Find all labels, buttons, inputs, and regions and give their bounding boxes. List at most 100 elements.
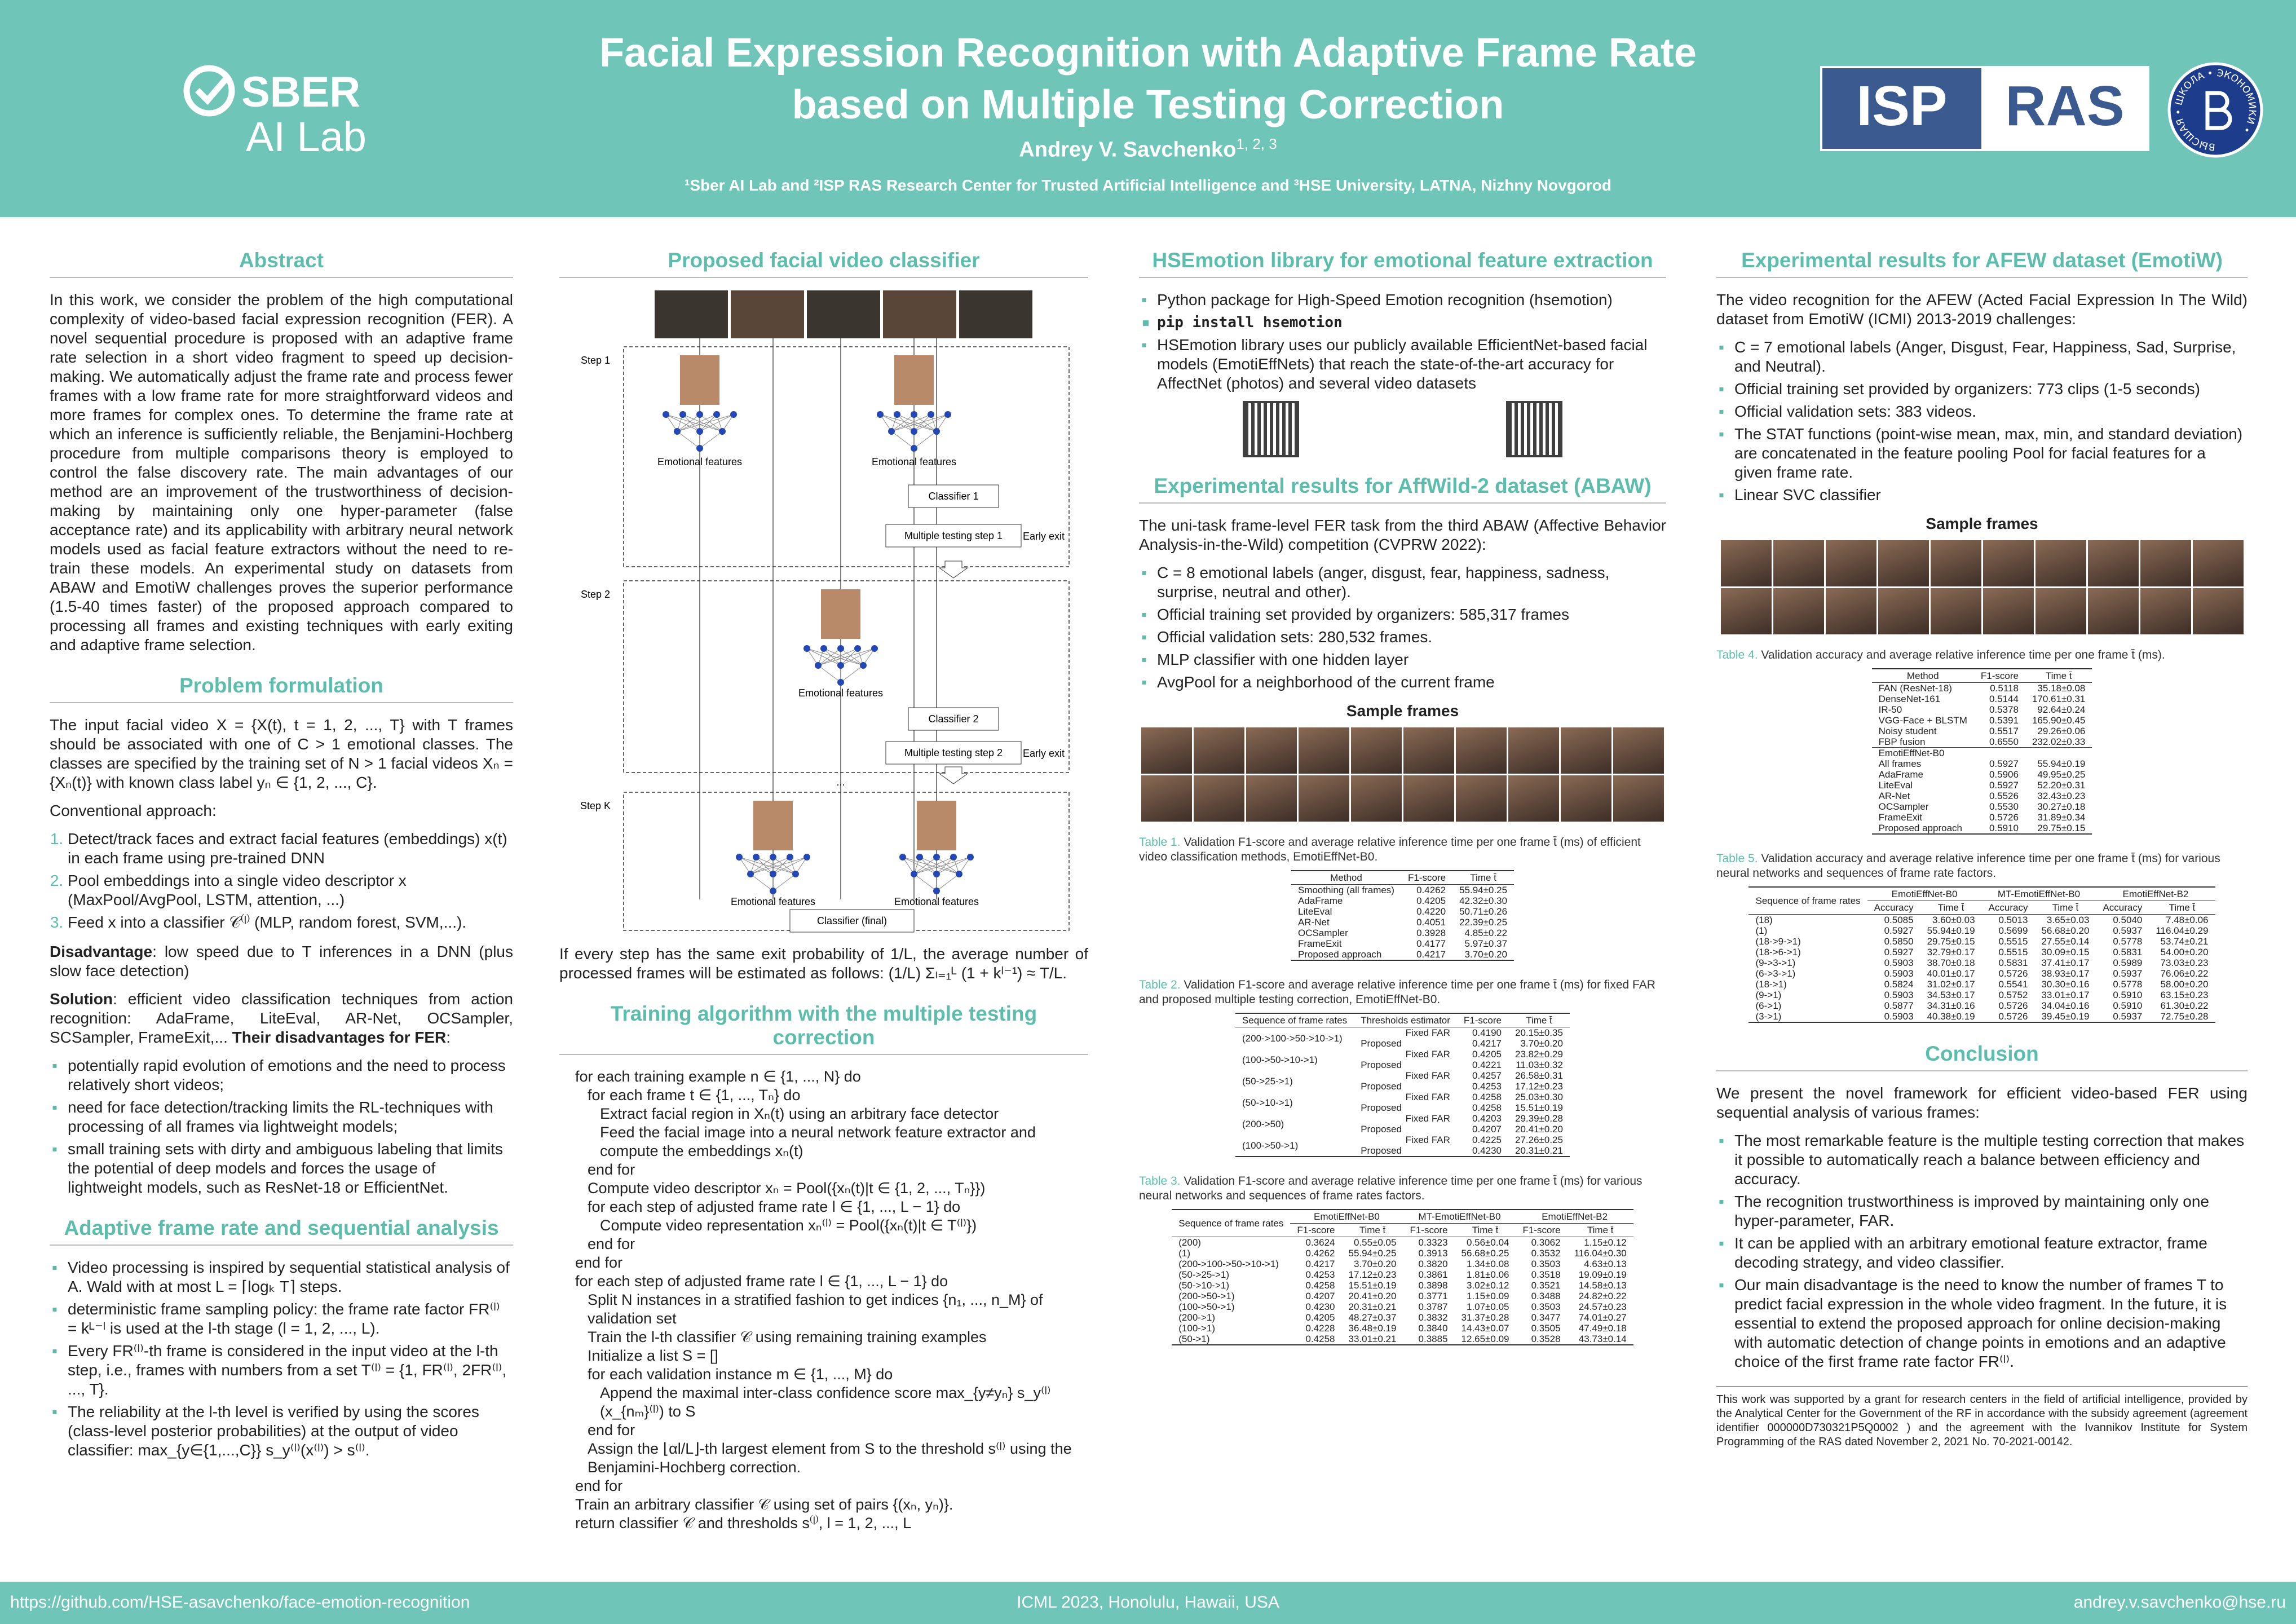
table-cell: 0.4230 — [1472, 1145, 1502, 1156]
net-node — [663, 411, 669, 418]
list-item: need for face detection/tracking limits … — [52, 1098, 513, 1136]
table-cell: AR-Net — [1297, 917, 1330, 928]
table-cell: All frames — [1878, 758, 1922, 769]
table-cell: Proposed — [1361, 1145, 1402, 1156]
net-edge — [840, 648, 864, 666]
net-node — [696, 428, 703, 435]
data-table: Sequence of frame rates Thresholds estima… — [1235, 1013, 1570, 1157]
algorithm-line: Train the l-th classifier 𝒞 using remain… — [588, 1329, 987, 1345]
table-cell: 0.5989 — [2113, 957, 2143, 968]
early-exit: Early exit — [1023, 531, 1065, 542]
table-cell: 0.4258 — [1305, 1334, 1335, 1344]
net-node — [871, 645, 878, 652]
column-header: Time t̄ — [1567, 1223, 1633, 1237]
column-header: F1-score — [1403, 1223, 1455, 1237]
list-item: HSEmotion library uses our publicly avai… — [1141, 336, 1666, 393]
frame-thumbnail — [2140, 540, 2191, 586]
table-cell: 0.5144 — [1989, 694, 2019, 704]
section: Experimental results for AffWild-2 datas… — [1139, 474, 1666, 1345]
table-cell: 0.5530 — [1989, 801, 2019, 812]
frame-thumbnail — [1141, 775, 1192, 822]
list-item: pip install hsemotion — [1141, 313, 1666, 332]
table-caption: Table 3. Validation F1-score and average… — [1139, 1174, 1666, 1203]
table-cell: 3.02±0.12 — [1467, 1280, 1509, 1291]
table-cell: FrameExit — [1878, 812, 1923, 823]
net-node — [815, 662, 822, 669]
net-edge — [818, 648, 875, 666]
section-heading: HSEmotion library for emotional feature … — [1139, 249, 1666, 278]
table-cell: 0.5118 — [1990, 683, 2019, 694]
table-row: FrameExit 0.5726 31.89±0.34 — [1872, 812, 2092, 823]
list-item: Python package for High-Speed Emotion re… — [1141, 290, 1666, 310]
table-cell: (100->1) — [1178, 1323, 1215, 1334]
table-cell: 34.53±0.17 — [1927, 990, 1975, 1000]
net-node — [803, 854, 810, 860]
table-cell: 52.20±0.31 — [2037, 780, 2086, 791]
frame-thumbnail — [1982, 540, 2034, 586]
qr-code — [1242, 401, 1299, 457]
column: Experimental results for AFEW dataset (E… — [1716, 249, 2248, 1468]
features-label: Emotional features — [872, 456, 956, 467]
net-node — [787, 854, 793, 860]
table-cell: 0.4217 — [1305, 1259, 1335, 1269]
net-edge — [913, 431, 937, 449]
net-node — [713, 411, 720, 418]
section-heading: Proposed facial video classifier — [559, 249, 1088, 278]
list-item: Detect/track faces and extract facial fe… — [68, 829, 513, 868]
group-header: EmotiEffNet-B2 — [1516, 1210, 1633, 1224]
net-node — [911, 445, 917, 452]
table-cell: Proposed approach — [1297, 949, 1382, 960]
net-edge — [818, 648, 841, 666]
table-cell: 0.3323 — [1418, 1237, 1448, 1248]
table-cell: 1.07±0.05 — [1467, 1301, 1509, 1312]
video-frame — [655, 290, 728, 338]
footer-email[interactable]: andrey.v.savchenko@hse.ru — [2073, 1593, 2286, 1612]
step-label: Step 2 — [581, 589, 610, 600]
list-item: Official validation sets: 383 videos. — [1719, 402, 2248, 421]
frame-thumbnail — [1299, 775, 1349, 822]
frame-thumbnail — [1508, 775, 1559, 822]
sample-frames: Sample frames — [1139, 702, 1666, 822]
classifier-box — [789, 909, 915, 933]
frame-thumbnail — [2035, 540, 2086, 586]
footer-link[interactable]: https://github.com/HSE-asavchenko/face-e… — [10, 1593, 470, 1612]
data-table: Method F1-score Time t̄ FAN (ResNet-18) 0.51… — [1871, 668, 2092, 835]
frame-thumbnail — [1194, 727, 1244, 774]
table-cell: (18->1) — [1755, 979, 1787, 990]
face — [680, 355, 719, 405]
column-header: Time t̄ — [1920, 901, 1982, 915]
qr-codes — [1139, 401, 1666, 457]
table-cell: 0.3928 — [1416, 928, 1446, 938]
table-cell: 0.5824 — [1884, 979, 1914, 990]
section: Adaptive frame rate and sequential analy… — [50, 1216, 513, 1460]
net-edge — [913, 414, 948, 432]
table-cell: 32.43±0.23 — [2037, 791, 2086, 801]
table-row: (50->25->1) Fixed FAR 0.4257 26.58±0.31 — [1235, 1070, 1570, 1087]
table-cell: 7.48±0.06 — [2166, 915, 2209, 925]
table-cell: 34.04±0.16 — [2041, 1000, 2090, 1011]
list-item: C = 8 emotional labels (anger, disgust, … — [1141, 563, 1666, 602]
title-line: based on Multiple Testing Correction — [792, 82, 1504, 127]
table-cell: 0.4257 — [1472, 1070, 1502, 1081]
algorithm-line: for each validation instance m ∈ {1, ...… — [588, 1366, 893, 1383]
list-item: AvgPool for a neighborhood of the curren… — [1141, 673, 1666, 692]
text-run: : — [446, 1029, 451, 1046]
net-edge — [665, 414, 723, 432]
table-row: AdaFrame 0.4205 42.32±0.30 — [1291, 895, 1514, 906]
table-row: Noisy student 0.5517 29.26±0.06 — [1872, 726, 2092, 736]
table-cell: 1.15±0.09 — [1467, 1291, 1509, 1301]
table-cell: 0.5040 — [2113, 915, 2143, 925]
list: Python package for High-Speed Emotion re… — [1139, 290, 1666, 393]
net-edge — [880, 414, 915, 432]
table-cell: 3.70±0.20 — [1353, 1259, 1397, 1269]
table-cell: 61.30±0.22 — [2160, 1000, 2209, 1011]
ellipsis: ... — [836, 776, 845, 788]
algorithm: for each training example n ∈ {1, ..., N… — [575, 1067, 1088, 1533]
table-row: OCSampler 0.3928 4.85±0.22 — [1291, 928, 1514, 938]
table-cell: 29.39±0.28 — [1515, 1113, 1563, 1124]
table-cell: 0.5831 — [1998, 957, 2028, 968]
frame-thumbnail — [1720, 540, 1772, 586]
table-cell: 0.5515 — [1998, 936, 2028, 947]
net-node — [770, 854, 776, 860]
net-node — [933, 871, 940, 877]
